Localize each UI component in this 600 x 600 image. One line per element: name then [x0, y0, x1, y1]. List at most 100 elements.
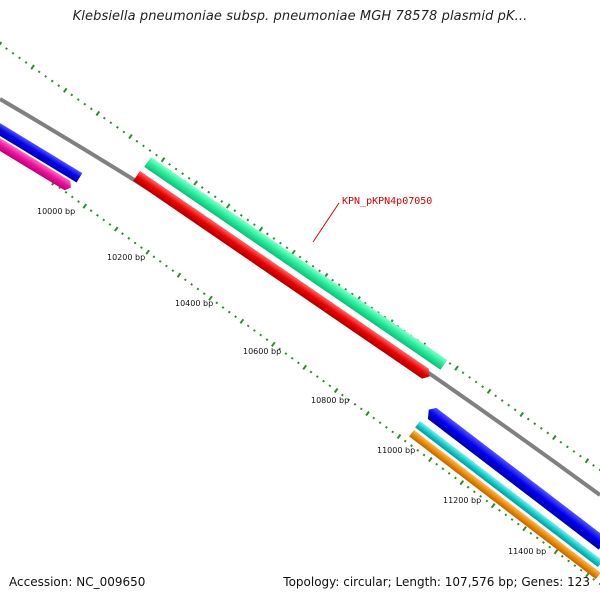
tick-mark	[298, 255, 302, 259]
tick-mark	[140, 246, 143, 249]
tick-mark	[592, 464, 595, 467]
plasmid-backbone	[0, 97, 600, 497]
tick-mark	[337, 283, 341, 287]
tick-mark	[265, 338, 269, 342]
tick-mark	[353, 402, 357, 406]
tick-mark	[252, 223, 256, 226]
tick-mark	[318, 269, 321, 273]
tick-mark	[302, 364, 308, 370]
tick-mark	[95, 110, 101, 117]
tick-mark	[579, 568, 583, 572]
tick-mark	[422, 453, 426, 457]
tick-mark	[225, 203, 231, 209]
tick-label: 10200 bp	[107, 253, 145, 262]
tick-mark	[579, 454, 582, 458]
gene-orange[interactable]	[409, 430, 600, 580]
tick-mark	[158, 260, 162, 263]
gene-green[interactable]	[144, 157, 448, 370]
tick-mark	[152, 255, 156, 259]
tick-label: 11000 bp	[377, 446, 415, 455]
tick-mark	[253, 329, 256, 332]
tick-mark	[479, 495, 483, 498]
tick-label: 10400 bp	[175, 299, 213, 308]
tick-label: 10800 bp	[311, 396, 349, 405]
tick-mark	[246, 218, 250, 222]
tick-mark	[378, 421, 382, 425]
tick-mark	[5, 47, 8, 51]
tick-mark	[0, 41, 3, 46]
tick-mark	[70, 195, 74, 199]
tick-mark	[62, 87, 68, 93]
tick-mark	[213, 195, 217, 199]
tick-mark	[128, 134, 133, 140]
tick-mark	[272, 237, 276, 240]
gene-blue-right[interactable]	[424, 405, 600, 550]
inner-tick-marks	[19, 157, 600, 586]
tick-mark	[155, 153, 158, 157]
tick-mark	[474, 380, 478, 384]
tick-mark	[89, 209, 93, 213]
tick-mark	[284, 352, 288, 355]
tick-mark	[233, 209, 237, 213]
tick-mark	[115, 125, 119, 129]
tick-mark	[328, 384, 332, 388]
gene-red[interactable]	[133, 171, 433, 381]
tick-mark	[441, 467, 445, 471]
tick-mark	[148, 149, 152, 152]
tick-mark	[435, 462, 439, 466]
tick-mark	[83, 102, 87, 106]
tick-mark	[30, 64, 35, 70]
tick-mark	[490, 503, 496, 509]
tick-mark	[142, 144, 145, 148]
tick-mark	[481, 385, 485, 389]
tick-mark	[221, 306, 225, 309]
tick-mark	[485, 499, 489, 503]
tick-mark	[77, 200, 80, 203]
tick-mark	[410, 444, 413, 448]
tick-label: 10600 bp	[243, 347, 281, 356]
tick-mark	[200, 186, 204, 189]
tick-mark	[145, 249, 150, 255]
tick-mark	[96, 213, 99, 217]
tick-mark	[468, 376, 471, 379]
tick-mark	[258, 226, 264, 232]
gene-label[interactable]: KPN_pKPN4p07050	[342, 196, 432, 207]
tick-mark	[500, 399, 504, 402]
tick-mark	[510, 518, 514, 521]
tick-mark	[291, 249, 296, 255]
tick-mark	[391, 430, 395, 434]
tick-mark	[50, 79, 54, 83]
tick-mark	[340, 393, 344, 397]
tick-mark	[64, 190, 68, 194]
tick-mark	[220, 200, 224, 203]
tick-mark	[227, 310, 231, 314]
tick-mark	[202, 292, 206, 296]
tick-mark	[239, 318, 245, 324]
tick-mark	[187, 176, 191, 180]
tick-mark	[168, 163, 171, 166]
map-title: Klebsiella pneumoniae subsp. pneumoniae …	[72, 9, 528, 24]
tick-mark	[239, 213, 243, 217]
tick-mark	[311, 264, 315, 268]
tick-mark	[567, 559, 571, 563]
gene-magenta-left[interactable]	[0, 132, 74, 192]
tick-mark	[522, 526, 527, 532]
tick-mark	[246, 324, 250, 328]
tick-mark	[102, 218, 106, 222]
tick-mark	[454, 365, 459, 371]
tick-mark	[359, 407, 363, 411]
tick-mark	[560, 554, 564, 558]
tick-mark	[365, 410, 370, 417]
tick-mark	[11, 51, 15, 55]
tick-mark	[466, 485, 470, 489]
gene-cyan[interactable]	[415, 421, 600, 568]
gene-blue-left[interactable]	[0, 117, 83, 183]
tick-mark	[109, 121, 113, 125]
tick-mark	[552, 434, 557, 441]
tick-mark	[176, 272, 182, 278]
tick-mark	[494, 394, 498, 398]
tick-mark	[454, 476, 457, 480]
tick-mark	[278, 347, 282, 351]
tick-mark	[121, 232, 124, 236]
